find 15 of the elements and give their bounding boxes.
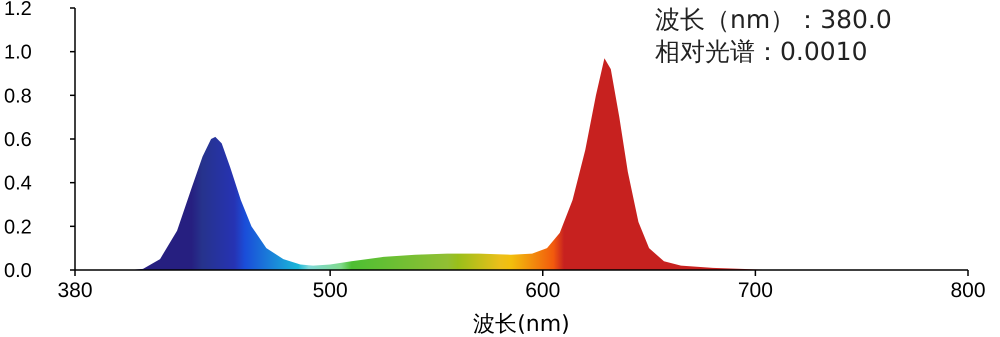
x-tick-label: 500 <box>312 279 348 302</box>
x-tick-label: 380 <box>57 279 93 302</box>
y-tick-label: 0.2 <box>4 216 32 238</box>
y-tick-label: 0.6 <box>4 129 32 151</box>
x-tick-label: 800 <box>950 279 986 302</box>
y-tick-label: 0.0 <box>4 260 32 282</box>
y-tick-label: 1.0 <box>4 42 32 64</box>
y-tick-label: 0.4 <box>4 172 32 195</box>
annotation: 波长（nm）：380.0 <box>655 5 892 34</box>
x-tick-label: 700 <box>738 279 773 302</box>
y-tick-label: 1.2 <box>4 0 32 20</box>
annotation: 相对光谱：0.0010 <box>655 37 868 66</box>
y-tick-label: 0.8 <box>4 85 32 108</box>
x-tick-label: 600 <box>525 279 560 302</box>
x-axis-title: 波长(nm) <box>473 312 570 337</box>
